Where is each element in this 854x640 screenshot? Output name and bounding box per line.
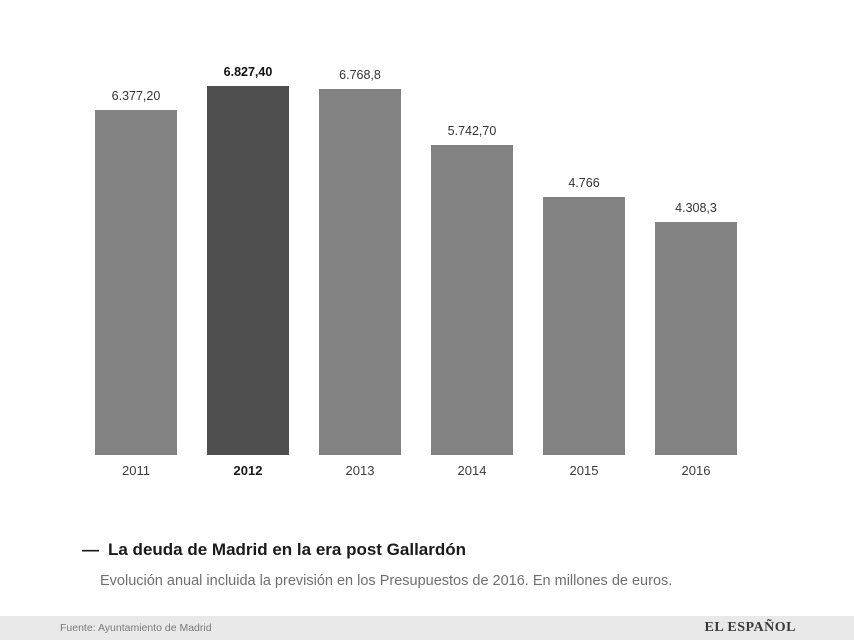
bar-column: 4.308,3	[655, 201, 737, 455]
chart-subtitle: Evolución anual incluida la previsión en…	[100, 573, 673, 589]
bar	[431, 145, 513, 455]
bar-category-label: 2013	[345, 463, 375, 478]
bar-group: 6.377,20 6.827,40 6.768,8 5.742,70 4.766 4.30…	[95, 60, 854, 455]
chart-caption: — La deuda de Madrid en la era post Gall…	[82, 540, 854, 589]
bar-value-label: 6.768,8	[339, 68, 381, 82]
bar-column: 6.768,8	[319, 68, 401, 455]
bar	[95, 110, 177, 455]
bar	[543, 197, 625, 455]
chart-title-line: — La deuda de Madrid en la era post Gall…	[82, 540, 854, 560]
bar-value-label: 6.827,40	[223, 65, 273, 79]
bar-category-label: 2016	[681, 463, 711, 478]
bar-category-label: 2012	[233, 463, 263, 478]
bar-category-label: 2014	[457, 463, 487, 478]
bar	[319, 89, 401, 455]
footer-bar: Fuente: Ayuntamiento de Madrid EL ESPAÑO…	[0, 616, 854, 640]
title-dash: —	[82, 540, 99, 559]
bar	[655, 222, 737, 455]
chart-title: La deuda de Madrid en la era post Gallar…	[108, 540, 467, 559]
bar-value-label: 4.308,3	[675, 201, 717, 215]
bar-column: 5.742,70	[431, 124, 513, 455]
bar-column: 6.827,40	[207, 65, 289, 455]
bar-category-label: 2011	[122, 463, 150, 478]
bar-category-label: 2015	[569, 463, 599, 478]
el-espanol-logo: EL ESPAÑOL	[704, 620, 796, 635]
source-credit: Fuente: Ayuntamiento de Madrid	[60, 622, 212, 634]
bar-chart: 6.377,20 6.827,40 6.768,8 5.742,70 4.766 4.30…	[95, 60, 854, 478]
bar-value-label: 5.742,70	[447, 124, 497, 138]
bar-value-label: 4.766	[568, 176, 600, 190]
bar	[207, 86, 289, 455]
bar-column: 6.377,20	[95, 89, 177, 455]
category-row: 2011 2012 2013 2014 2015 2016	[95, 463, 854, 478]
bar-value-label: 6.377,20	[111, 89, 161, 103]
bar-column: 4.766	[543, 176, 625, 455]
